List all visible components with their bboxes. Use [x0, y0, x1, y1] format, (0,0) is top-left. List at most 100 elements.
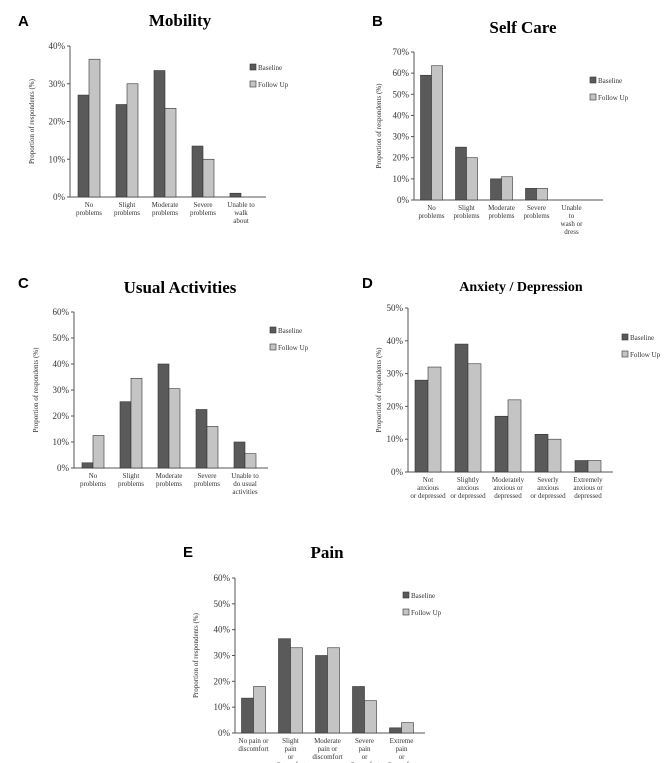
category-label-c: problems — [80, 480, 106, 488]
bar-a-followup-1 — [126, 83, 139, 198]
bar-d-baseline-3 — [534, 433, 549, 473]
category-label-d: Not — [423, 476, 434, 484]
category-label-d: or depressed — [450, 492, 486, 500]
bar-c-followup-2 — [168, 388, 181, 469]
y-tick-label-d: 50% — [387, 303, 404, 313]
bar-e-baseline-4 — [389, 727, 402, 734]
y-tick-label-b: 70% — [393, 47, 410, 57]
bar-d-followup-3 — [547, 438, 562, 473]
y-axis-label-c: Proportion of respondents (%) — [32, 347, 40, 433]
y-tick-label-b: 0% — [397, 195, 410, 205]
category-label-e: Slight — [282, 737, 299, 745]
panel-label-b: B — [372, 13, 383, 30]
category-label-c: problems — [156, 480, 182, 488]
category-label-a: problems — [114, 209, 140, 217]
legend-label-c: Baseline — [278, 327, 302, 335]
panel-label-a: A — [18, 13, 29, 30]
y-axis-label-b: Proportion of respondents (%) — [375, 83, 383, 169]
category-label-e: discomfort — [386, 761, 416, 763]
y-tick-label-e: 60% — [214, 573, 231, 583]
chart-title-d: Anxiety / Depression — [459, 280, 583, 295]
y-tick-label-c: 50% — [53, 333, 70, 343]
legend-swatch-e — [402, 591, 410, 599]
y-tick-label-c: 60% — [53, 307, 70, 317]
bar-e-baseline-1 — [278, 638, 291, 734]
category-label-c: problems — [194, 480, 220, 488]
y-tick-label-b: 40% — [393, 110, 410, 120]
category-label-e: or — [362, 753, 369, 761]
y-tick-label-a: 40% — [49, 41, 66, 51]
category-label-b: problems — [453, 212, 479, 220]
bar-d-baseline-2 — [494, 415, 509, 473]
y-tick-label-d: 10% — [387, 434, 404, 444]
category-label-e: Severe — [355, 737, 374, 745]
legend-label-e: Follow Up — [411, 609, 442, 617]
y-axis-label-e: Proportion of respondents (%) — [192, 612, 200, 698]
y-tick-label-c: 40% — [53, 359, 70, 369]
bar-a-followup-2 — [164, 107, 177, 198]
category-label-d: Moderately — [492, 476, 525, 484]
category-label-b: to — [569, 212, 575, 220]
legend-label-d: Follow Up — [630, 351, 661, 359]
y-tick-label-a: 10% — [49, 154, 66, 164]
category-label-c: Slight — [123, 472, 140, 480]
panel-label-e: E — [183, 544, 193, 561]
legend-swatch-d — [621, 350, 629, 358]
y-tick-label-b: 30% — [393, 132, 410, 142]
category-label-e: pain — [358, 745, 371, 753]
category-label-a: about — [233, 217, 249, 225]
category-label-b: wash or — [561, 220, 584, 228]
legend-label-b: Follow Up — [598, 94, 629, 102]
category-label-d: Severly — [537, 476, 559, 484]
bar-b-followup-2 — [501, 176, 513, 201]
bar-c-baseline-1 — [119, 401, 132, 469]
y-tick-label-b: 10% — [393, 174, 410, 184]
chart-title-b: Self Care — [489, 18, 557, 37]
y-tick-label-e: 0% — [218, 728, 231, 738]
bar-d-followup-4 — [587, 460, 602, 473]
category-label-e: Extreme — [390, 737, 414, 745]
legend-swatch-a — [249, 80, 257, 88]
bar-b-baseline-3 — [525, 188, 537, 201]
bar-e-baseline-3 — [352, 686, 365, 734]
y-tick-label-a: 20% — [49, 117, 66, 127]
y-tick-label-c: 0% — [57, 463, 70, 473]
y-tick-label-d: 20% — [387, 401, 404, 411]
category-label-b: No — [427, 204, 436, 212]
category-label-e: discomfort — [275, 761, 305, 763]
bar-a-baseline-0 — [77, 94, 90, 198]
category-label-a: problems — [152, 209, 178, 217]
category-label-e: pain — [395, 745, 408, 753]
legend-label-e: Baseline — [411, 592, 435, 600]
legend-swatch-d — [621, 333, 629, 341]
category-label-c: Unable to — [231, 472, 259, 480]
category-label-c: do usual — [233, 480, 257, 488]
bar-d-baseline-0 — [414, 379, 429, 473]
y-tick-label-c: 10% — [53, 437, 70, 447]
category-label-d: depressed — [574, 492, 602, 500]
bar-e-followup-4 — [401, 722, 414, 734]
category-label-d: anxious or — [573, 484, 603, 492]
category-label-e: discomfort — [312, 753, 342, 761]
category-label-c: Moderate — [156, 472, 183, 480]
chart-title-a: Mobility — [149, 11, 212, 30]
bar-c-followup-0 — [92, 435, 105, 469]
category-label-d: anxious or — [493, 484, 523, 492]
legend-swatch-b — [589, 93, 597, 101]
category-label-a: Severe — [193, 201, 212, 209]
category-label-e: or — [399, 753, 406, 761]
category-label-a: Slight — [119, 201, 136, 209]
y-tick-label-c: 20% — [53, 411, 70, 421]
bar-c-followup-3 — [206, 426, 219, 469]
category-label-b: Severe — [527, 204, 546, 212]
y-tick-label-e: 30% — [214, 651, 231, 661]
category-label-c: No — [89, 472, 98, 480]
legend-label-b: Baseline — [598, 77, 622, 85]
legend-label-c: Follow Up — [278, 344, 309, 352]
category-label-e: discomfort — [349, 761, 379, 763]
y-tick-label-a: 30% — [49, 79, 66, 89]
category-label-b: problems — [523, 212, 549, 220]
bar-e-baseline-2 — [315, 655, 328, 734]
category-label-d: Extremely — [573, 476, 603, 484]
